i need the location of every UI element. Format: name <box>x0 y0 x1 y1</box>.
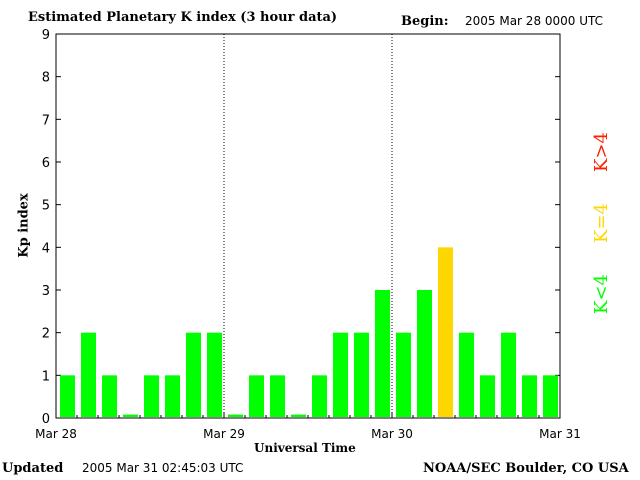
kp-bar <box>312 375 327 417</box>
y-tick-label: 2 <box>42 327 50 342</box>
kp-bar <box>123 414 138 417</box>
legend-k-equal-4: K=4 <box>591 203 612 243</box>
y-axis-label: Kp index <box>16 193 32 258</box>
credit-line: NOAA/SEC Boulder, CO USA <box>423 461 629 476</box>
kp-bar <box>186 332 201 417</box>
y-tick-label: 8 <box>42 71 50 86</box>
updated-label: Updated <box>2 461 64 476</box>
y-tick-label: 7 <box>42 113 50 128</box>
y-tick-label: 6 <box>42 156 50 171</box>
plot-frame <box>55 33 561 419</box>
y-tick-label: 1 <box>42 369 50 384</box>
x-tick-label: Mar 28 <box>35 427 77 441</box>
legend-k-less-4: K<4 <box>591 274 612 314</box>
legend-k-greater-4: K>4 <box>591 132 612 172</box>
kp-bar <box>417 290 432 417</box>
begin-date: 2005 Mar 28 0000 UTC <box>465 14 604 28</box>
kp-bar <box>396 332 411 417</box>
kp-bar <box>333 332 348 417</box>
kp-bar <box>165 375 180 417</box>
kp-bar <box>480 375 495 417</box>
y-tick-label: 5 <box>42 199 50 214</box>
kp-bar <box>60 375 75 417</box>
y-tick-label: 0 <box>42 412 50 427</box>
kp-bar <box>375 290 390 417</box>
x-tick-label: Mar 31 <box>539 427 581 441</box>
kp-bar <box>81 332 96 417</box>
kp-bar <box>270 375 285 417</box>
begin-label: Begin: <box>401 14 449 29</box>
x-tick-label: Mar 29 <box>203 427 245 441</box>
x-axis-label: Universal Time <box>254 441 356 455</box>
kp-bar <box>249 375 264 417</box>
x-tick-label: Mar 30 <box>371 427 413 441</box>
kp-bar <box>522 375 537 417</box>
kp-bar <box>144 375 159 417</box>
y-tick-label: 9 <box>42 28 50 43</box>
updated-date: 2005 Mar 31 02:45:03 UTC <box>82 461 244 475</box>
y-tick-label: 4 <box>42 241 50 256</box>
kp-bar <box>459 332 474 417</box>
kp-bar <box>102 375 117 417</box>
kp-bar <box>228 414 243 417</box>
kp-bar <box>291 414 306 417</box>
kp-bar <box>438 247 453 417</box>
y-tick-label: 3 <box>42 284 50 299</box>
kp-bar <box>543 375 558 417</box>
kp-bar <box>354 332 369 417</box>
chart-title: Estimated Planetary K index (3 hour data… <box>28 10 338 25</box>
kp-bar <box>501 332 516 417</box>
kp-bar <box>207 332 222 417</box>
